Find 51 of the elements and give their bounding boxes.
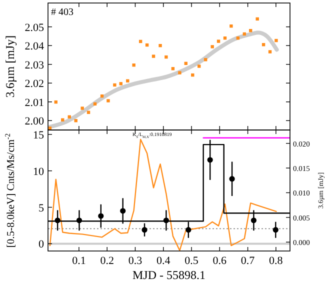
point bbox=[216, 40, 220, 43]
y-tick-label: 5 bbox=[38, 202, 44, 214]
point bbox=[98, 213, 104, 219]
line-series bbox=[48, 30, 279, 129]
x-tick-label: 0.5 bbox=[184, 255, 199, 267]
line-series bbox=[49, 138, 277, 251]
point bbox=[274, 38, 278, 42]
annotation: # 403 bbox=[51, 7, 74, 18]
point bbox=[119, 82, 122, 86]
y-tick-label: 0 bbox=[38, 238, 44, 251]
point bbox=[229, 176, 235, 182]
y-tick-label: 10 bbox=[33, 166, 44, 178]
point bbox=[207, 157, 213, 163]
point bbox=[272, 227, 278, 233]
point bbox=[106, 99, 110, 102]
y-tick-label: 2.00 bbox=[24, 116, 44, 128]
y-tick-label: 15 bbox=[33, 129, 44, 142]
point bbox=[250, 218, 256, 224]
x-tick-label: 0.4 bbox=[156, 255, 171, 267]
point bbox=[178, 71, 182, 74]
y-axis-title: 3.6µm [mJy] bbox=[3, 35, 17, 98]
point bbox=[163, 218, 169, 224]
point bbox=[120, 208, 126, 214]
y-tick-label: 2.04 bbox=[24, 40, 44, 53]
point bbox=[198, 64, 201, 68]
x-tick-label: 0.2 bbox=[100, 255, 114, 267]
x-tick-label: 0.1 bbox=[72, 255, 86, 267]
x-axis-title: MJD - 55898.1 bbox=[132, 268, 206, 282]
point bbox=[186, 227, 192, 233]
x-tick-label: 0.6 bbox=[212, 255, 228, 267]
y-tick-label: 2.01 bbox=[24, 96, 44, 109]
y-tick-label: 2.02 bbox=[24, 78, 44, 90]
point bbox=[171, 67, 175, 70]
point bbox=[230, 24, 233, 28]
x-tick-label: 0.8 bbox=[269, 255, 284, 267]
point bbox=[210, 45, 214, 48]
point bbox=[268, 50, 272, 54]
point bbox=[204, 58, 208, 62]
point bbox=[76, 218, 82, 224]
x-tick-label: 0.7 bbox=[240, 255, 256, 267]
y-tick-label: 2.05 bbox=[24, 22, 44, 34]
point bbox=[113, 83, 116, 87]
x-tick-label: 0.3 bbox=[128, 255, 143, 267]
point bbox=[142, 227, 148, 233]
point bbox=[152, 54, 156, 58]
point bbox=[132, 63, 136, 67]
point bbox=[158, 44, 162, 48]
point bbox=[164, 55, 168, 59]
y-tick-label: 2.03 bbox=[24, 59, 44, 72]
point bbox=[54, 218, 60, 224]
point bbox=[80, 106, 84, 110]
